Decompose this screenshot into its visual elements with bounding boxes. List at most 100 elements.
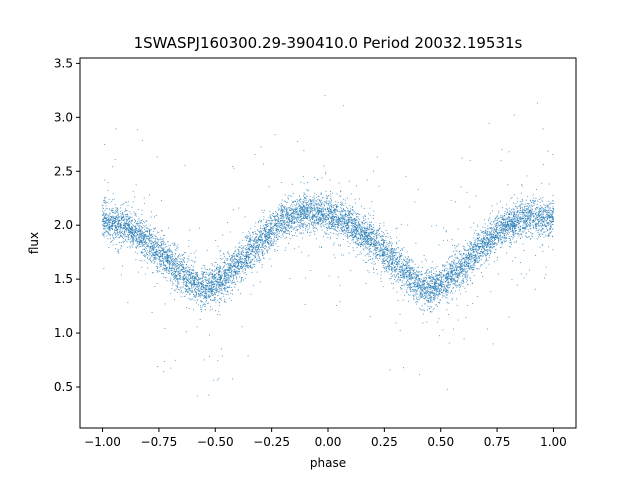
data-point <box>512 224 514 226</box>
data-point <box>162 256 164 258</box>
data-point <box>368 243 370 245</box>
data-point <box>361 252 363 254</box>
data-point <box>261 244 263 246</box>
data-point <box>237 267 239 269</box>
data-point <box>220 278 222 280</box>
data-point <box>217 245 219 247</box>
data-point <box>430 311 432 313</box>
data-point <box>456 269 458 271</box>
data-point <box>484 235 486 237</box>
data-point <box>366 229 368 231</box>
data-point <box>448 271 449 273</box>
data-point <box>249 264 251 266</box>
data-point <box>250 239 252 241</box>
data-point <box>433 276 435 278</box>
data-point <box>225 280 227 282</box>
data-point <box>293 208 295 210</box>
data-point <box>167 241 169 243</box>
data-point <box>107 224 109 226</box>
data-point <box>538 228 540 230</box>
data-point <box>477 243 479 245</box>
data-point <box>239 267 241 269</box>
data-point <box>198 293 199 295</box>
data-point <box>193 275 195 277</box>
data-point <box>277 216 279 218</box>
data-point <box>477 252 479 254</box>
data-point <box>462 245 464 247</box>
data-point <box>287 230 289 232</box>
data-point <box>303 215 305 217</box>
data-point <box>232 259 234 261</box>
data-point <box>123 218 125 220</box>
data-point <box>396 258 398 260</box>
data-point <box>314 222 316 223</box>
data-point <box>369 235 370 237</box>
data-point <box>238 247 240 248</box>
data-point <box>210 271 212 273</box>
data-point <box>397 281 399 283</box>
data-point <box>116 216 118 217</box>
data-point <box>519 221 521 223</box>
data-point <box>185 271 186 273</box>
data-point <box>218 274 220 276</box>
data-point <box>301 237 303 239</box>
data-point <box>463 268 465 270</box>
data-point <box>120 204 122 206</box>
data-point <box>448 263 450 265</box>
data-point <box>109 221 111 223</box>
data-point <box>113 198 115 200</box>
data-point <box>381 254 383 256</box>
data-point <box>535 224 537 225</box>
data-point <box>464 276 466 278</box>
data-point <box>294 222 296 224</box>
data-point <box>542 250 544 252</box>
data-point <box>520 237 521 239</box>
data-point <box>199 289 201 291</box>
data-point <box>330 219 332 221</box>
data-point <box>208 294 210 296</box>
data-point <box>184 270 186 272</box>
data-point <box>325 220 327 222</box>
data-point <box>229 254 231 256</box>
data-point <box>261 249 262 251</box>
data-point <box>397 247 399 249</box>
data-point <box>164 270 166 272</box>
data-point <box>485 229 487 231</box>
data-point <box>122 216 124 218</box>
data-point <box>332 233 334 234</box>
data-point <box>183 281 185 283</box>
data-point <box>162 247 164 249</box>
data-point <box>401 279 403 281</box>
data-point <box>520 205 522 207</box>
data-point <box>429 306 431 308</box>
data-point <box>162 257 164 259</box>
data-point <box>118 251 120 253</box>
data-point <box>495 226 497 228</box>
data-point <box>145 241 147 243</box>
data-point <box>140 226 142 228</box>
data-point <box>466 270 468 272</box>
data-point <box>451 289 453 291</box>
data-point <box>283 232 285 234</box>
data-point <box>497 273 499 275</box>
data-point <box>268 186 270 188</box>
data-point <box>471 244 472 246</box>
data-point <box>351 219 353 221</box>
data-point <box>408 265 410 267</box>
data-point <box>480 272 482 274</box>
data-point <box>537 213 539 214</box>
data-point <box>484 253 486 255</box>
data-point <box>142 227 144 229</box>
data-point <box>364 255 366 257</box>
data-point <box>449 270 451 272</box>
data-point <box>329 223 331 224</box>
data-point <box>236 267 238 269</box>
data-point <box>280 237 282 239</box>
data-point <box>541 213 543 215</box>
data-point <box>227 259 228 261</box>
data-point <box>552 203 554 204</box>
data-point <box>333 242 335 244</box>
data-point <box>168 262 170 264</box>
data-point <box>192 286 194 288</box>
data-point <box>458 283 460 285</box>
